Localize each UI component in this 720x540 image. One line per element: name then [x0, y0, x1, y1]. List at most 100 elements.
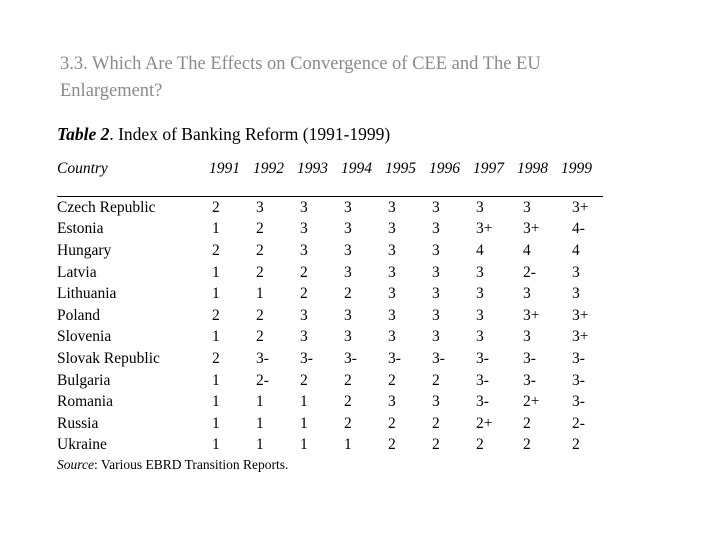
value-cell: 2+: [523, 393, 540, 411]
table-row: Ukraine 1 1 1 1 2 2 2 2 2: [57, 435, 603, 457]
value-cell: 3: [476, 328, 484, 346]
value-cell: 2: [432, 414, 440, 432]
value-cell: 3: [432, 328, 440, 346]
value-cell: 2: [344, 285, 352, 303]
column-header-year-1992: 1992: [251, 159, 295, 197]
value-cell: 3+: [572, 306, 589, 324]
table-title-text: . Index of Banking Reform (1991-1999): [109, 124, 391, 144]
value-cell: 2: [212, 349, 220, 367]
value-cell: 4: [476, 241, 484, 259]
value-cell: 2: [300, 371, 308, 389]
value-cell: 1: [256, 414, 264, 432]
value-cell: 2: [344, 414, 352, 432]
column-header-year-1994: 1994: [339, 159, 383, 197]
value-cell: 2: [300, 285, 308, 303]
table-row: Hungary 2 2 3 3 3 3 4 4 4: [57, 240, 603, 262]
value-cell: 2: [300, 263, 308, 281]
country-cell: Czech Republic: [57, 198, 156, 216]
value-cell: 3: [572, 263, 580, 281]
table-row: Russia 1 1 1 2 2 2 2+ 2 2-: [57, 413, 603, 435]
value-cell: 1: [300, 414, 308, 432]
value-cell: 2: [344, 393, 352, 411]
value-cell: 3: [388, 393, 396, 411]
value-cell: 3-: [344, 349, 357, 367]
country-cell: Hungary: [57, 241, 112, 259]
value-cell: 3: [523, 328, 531, 346]
column-header-year-1995: 1995: [383, 159, 427, 197]
value-cell: 1: [212, 414, 220, 432]
value-cell: 3-: [388, 349, 401, 367]
value-cell: 1: [212, 371, 220, 389]
value-cell: 3: [300, 220, 308, 238]
value-cell: 3: [300, 306, 308, 324]
table-row: Poland 2 2 3 3 3 3 3 3+ 3+: [57, 305, 603, 327]
value-cell: 3: [256, 198, 264, 216]
value-cell: 3: [432, 263, 440, 281]
value-cell: 3-: [572, 393, 585, 411]
value-cell: 3: [344, 198, 352, 216]
value-cell: 3: [476, 306, 484, 324]
value-cell: 3: [300, 198, 308, 216]
value-cell: 3-: [523, 371, 536, 389]
value-cell: 3: [344, 220, 352, 238]
value-cell: 3-: [300, 349, 313, 367]
value-cell: 3: [388, 328, 396, 346]
slide-heading: 3.3. Which Are The Effects on Convergenc…: [60, 54, 541, 101]
value-cell: 1: [256, 285, 264, 303]
value-cell: 2+: [476, 414, 493, 432]
table-row: Slovak Republic 2 3- 3- 3- 3- 3- 3- 3- 3-: [57, 348, 603, 370]
value-cell: 3: [432, 306, 440, 324]
value-cell: 4-: [572, 220, 585, 238]
country-cell: Estonia: [57, 220, 104, 238]
value-cell: 3: [344, 328, 352, 346]
column-header-year-1993: 1993: [295, 159, 339, 197]
value-cell: 3: [476, 263, 484, 281]
value-cell: 3-: [572, 371, 585, 389]
country-cell: Slovenia: [57, 328, 112, 346]
value-cell: 3-: [523, 349, 536, 367]
country-cell: Slovak Republic: [57, 349, 160, 367]
value-cell: 3-: [476, 371, 489, 389]
country-cell: Latvia: [57, 263, 97, 281]
table-title-label: Table 2: [57, 124, 110, 144]
value-cell: 3-: [572, 349, 585, 367]
value-cell: 3: [432, 241, 440, 259]
source-label: Source: [57, 457, 94, 472]
value-cell: 1: [212, 436, 220, 454]
country-cell: Poland: [57, 306, 101, 324]
value-cell: 2: [212, 241, 220, 259]
country-cell: Romania: [57, 393, 113, 411]
value-cell: 3: [523, 285, 531, 303]
table-row: Estonia 1 2 3 3 3 3 3+ 3+ 4-: [57, 219, 603, 241]
value-cell: 2: [476, 436, 484, 454]
value-cell: 2: [256, 263, 264, 281]
value-cell: 2: [388, 371, 396, 389]
value-cell: 2: [256, 220, 264, 238]
value-cell: 2-: [256, 371, 269, 389]
value-cell: 1: [212, 220, 220, 238]
table-row: Czech Republic 2 3 3 3 3 3 3 3 3+: [57, 197, 603, 219]
value-cell: 3: [344, 263, 352, 281]
value-cell: 2: [388, 436, 396, 454]
value-cell: 3: [388, 241, 396, 259]
value-cell: 3: [432, 393, 440, 411]
value-cell: 3-: [476, 393, 489, 411]
column-header-year-1996: 1996: [427, 159, 471, 197]
value-cell: 1: [212, 263, 220, 281]
value-cell: 3: [432, 285, 440, 303]
value-cell: 3: [432, 220, 440, 238]
value-cell: 3: [388, 198, 396, 216]
table-row: Slovenia 1 2 3 3 3 3 3 3 3+: [57, 327, 603, 349]
source-note: Source: Various EBRD Transition Reports.: [57, 457, 288, 473]
table-row: Bulgaria 1 2- 2 2 2 2 3- 3- 3-: [57, 370, 603, 392]
column-header-year-1998: 1998: [515, 159, 559, 197]
value-cell: 2: [212, 198, 220, 216]
value-cell: 3+: [572, 198, 589, 216]
value-cell: 1: [212, 393, 220, 411]
source-text: : Various EBRD Transition Reports.: [94, 457, 289, 472]
value-cell: 3-: [432, 349, 445, 367]
value-cell: 2-: [523, 263, 536, 281]
value-cell: 3: [388, 263, 396, 281]
value-cell: 1: [256, 393, 264, 411]
